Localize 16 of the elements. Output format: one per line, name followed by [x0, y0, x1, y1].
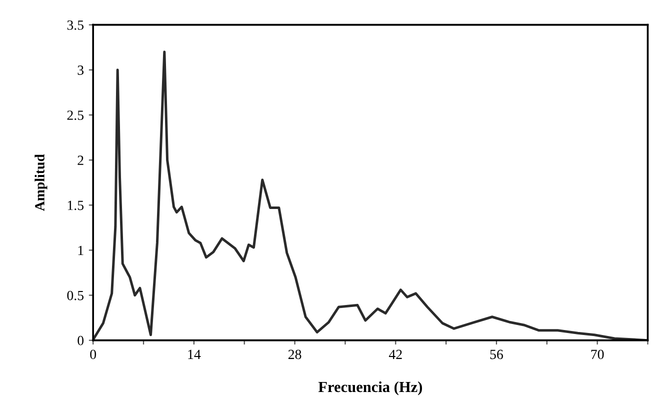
- y-tick-label: 3: [78, 66, 84, 75]
- y-tick-label: 2.5: [67, 110, 84, 120]
- x-tick-label: 28: [288, 350, 302, 360]
- y-tick-label: 1: [78, 246, 84, 255]
- x-tick-label: 70: [591, 350, 604, 360]
- y-tick-label: 0.5: [67, 290, 84, 300]
- y-tick-label: 1.5: [68, 200, 84, 210]
- x-axis-title: Frecuencia (Hz): [318, 381, 422, 396]
- y-axis-title: Amplitud: [34, 154, 48, 211]
- y-tick-label: 3.5: [67, 20, 84, 30]
- x-tick-label: 14: [188, 350, 201, 359]
- y-tick-label: 0: [78, 336, 84, 346]
- y-tick-label: 2: [78, 156, 84, 165]
- x-tick-label: 56: [490, 350, 504, 360]
- x-tick-label: 42: [388, 350, 402, 359]
- x-tick-label: 0: [90, 350, 96, 360]
